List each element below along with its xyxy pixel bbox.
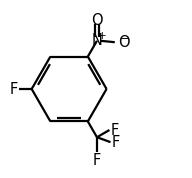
Text: +: + [98, 31, 107, 41]
Text: F: F [110, 122, 119, 138]
Text: −: − [120, 34, 129, 44]
Text: O: O [118, 35, 130, 50]
Text: F: F [93, 153, 101, 167]
Text: F: F [111, 135, 120, 150]
Text: N: N [92, 33, 102, 48]
Text: O: O [91, 13, 103, 28]
Text: F: F [9, 82, 18, 96]
